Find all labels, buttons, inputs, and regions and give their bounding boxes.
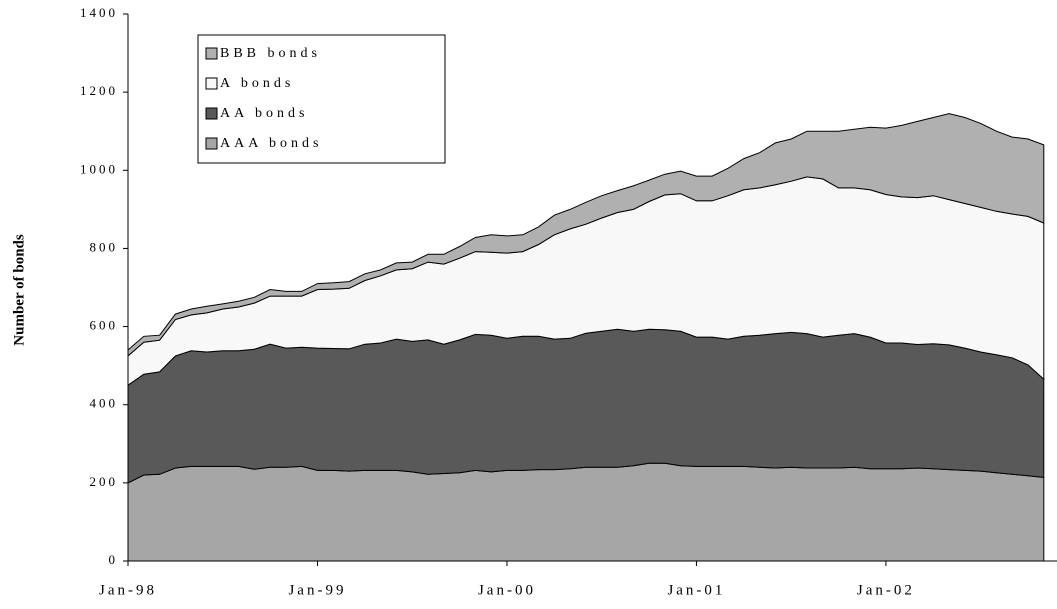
legend-label: AAA bonds (220, 136, 323, 151)
y-tick-label: 800 (90, 239, 119, 254)
x-tick-label: Jan-98 (99, 582, 157, 598)
y-tick-label: 600 (90, 318, 119, 333)
y-axis-label: Number of bonds (11, 234, 27, 346)
y-tick-label: 200 (90, 474, 119, 489)
legend-label: BBB bonds (220, 46, 321, 61)
x-tick-label: Jan-00 (478, 582, 536, 598)
legend-label: AA bonds (220, 106, 308, 121)
x-tick-label: Jan-02 (857, 582, 915, 598)
legend-swatch (205, 47, 218, 60)
legend-box (197, 34, 446, 164)
x-tick-label: Jan-01 (667, 582, 725, 598)
area (127, 462, 1045, 562)
legend-label: A bonds (220, 76, 294, 91)
y-tick-label: 1000 (80, 161, 118, 176)
x-tick-label: Jan-99 (288, 582, 346, 598)
area (127, 328, 1045, 484)
y-tick-label: 400 (90, 396, 119, 411)
legend-swatch (205, 137, 218, 150)
legend-swatch (205, 107, 218, 120)
y-tick-label: 0 (109, 552, 119, 567)
y-tick-label: 1200 (80, 83, 118, 98)
legend-swatch (205, 77, 218, 90)
y-tick-label: 1400 (80, 5, 118, 20)
area (127, 113, 1045, 357)
